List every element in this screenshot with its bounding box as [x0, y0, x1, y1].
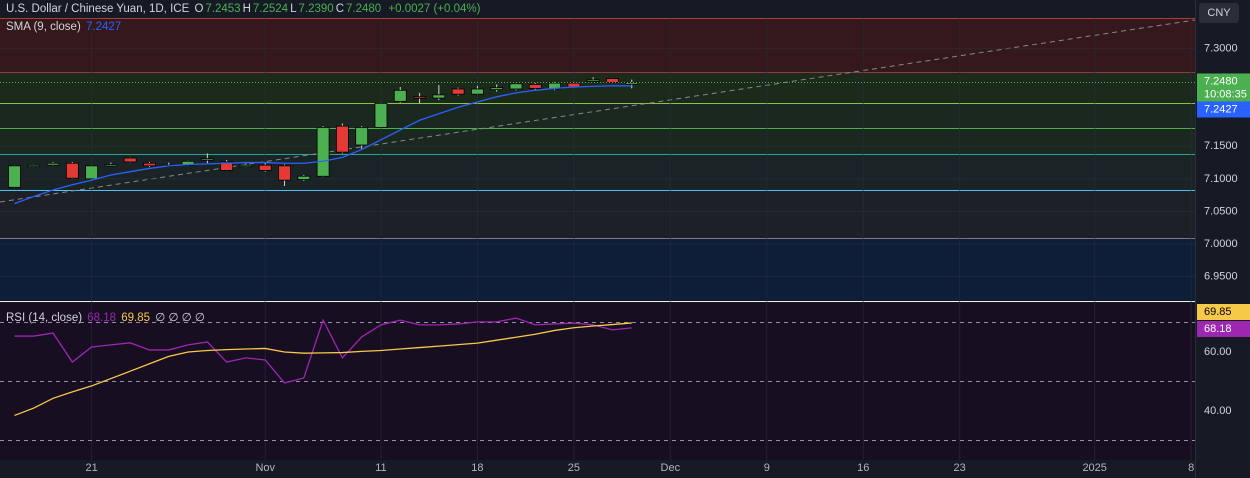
candle-body — [471, 88, 484, 95]
ohlc-key: C — [335, 3, 344, 15]
x-tick-label: 8 — [1188, 462, 1194, 474]
zone — [0, 18, 1195, 72]
change: +0.0027 (+0.04%) — [388, 3, 481, 15]
candle-body — [413, 96, 426, 99]
y-tick-label: 7.0000 — [1204, 238, 1238, 250]
candle-body — [123, 157, 137, 163]
rsi-badge — [1197, 304, 1250, 320]
candle-body — [200, 158, 214, 161]
y-tick-label: 7.0500 — [1204, 205, 1238, 217]
price-badge-label: 7.2480 — [1204, 75, 1238, 87]
candle-body — [606, 78, 619, 83]
rsi-ma-value: 69.85 — [121, 312, 151, 324]
ohlc: O 7.2453 H 7.2524 L 7.2390 C 7.2480 — [194, 3, 383, 15]
candle-body — [490, 87, 504, 91]
x-tick-label: 2025 — [1082, 462, 1106, 474]
x-tick-label: 11 — [375, 462, 386, 474]
zone — [0, 154, 1195, 190]
candle-body — [278, 165, 291, 181]
candle-body — [85, 165, 99, 180]
x-tick-label: 21 — [86, 462, 98, 474]
candle-body — [220, 161, 234, 171]
y-tick-label: 40.00 — [1204, 405, 1232, 417]
rsi-value: 68.18 — [87, 312, 117, 324]
line — [14, 85, 632, 205]
ohlc-key: O — [194, 3, 204, 15]
rsi-name: RSI (14, close) — [6, 312, 83, 324]
candle-body — [316, 127, 330, 177]
sma-legend: SMA (9, close) 7.2427 — [6, 21, 123, 33]
candle-body — [27, 164, 41, 168]
y-tick-label: 7.3000 — [1204, 43, 1238, 55]
zone — [0, 190, 1195, 238]
candle-body — [528, 84, 542, 89]
candle-body — [355, 127, 369, 146]
ohlc-value: 7.2480 — [346, 3, 382, 15]
trend-line — [0, 19, 1196, 203]
x-tick-label: 23 — [954, 462, 966, 474]
countdown: 10:08:35 — [1204, 88, 1247, 100]
price-badge — [1197, 73, 1250, 102]
candle-body — [297, 175, 311, 180]
candle-body — [432, 94, 446, 99]
price-legend: U.S. Dollar / Chinese Yuan, 1D, ICE O 7.2… — [6, 3, 482, 15]
candle-body — [104, 164, 118, 167]
y-tick-label: 7.1000 — [1204, 173, 1238, 185]
sma-badge-label: 7.2427 — [1204, 103, 1238, 115]
ohlc-key: L — [290, 3, 297, 15]
candle-body — [258, 164, 272, 171]
candle-body — [586, 79, 600, 82]
x-tick-label: 9 — [764, 462, 770, 474]
candle-body — [8, 165, 21, 188]
x-tick-label: Nov — [255, 462, 275, 474]
ohlc-key: H — [242, 3, 251, 15]
y-tick-label: 6.9500 — [1204, 270, 1238, 282]
currency-button[interactable] — [1199, 3, 1239, 23]
ohlc-value: 7.2390 — [298, 3, 334, 15]
line — [14, 322, 632, 417]
candle-body — [625, 82, 639, 85]
x-tick-label: Dec — [661, 462, 681, 474]
rsi-extra: ∅ ∅ ∅ ∅ — [155, 312, 205, 324]
zone — [0, 238, 1195, 300]
candle-body — [374, 102, 388, 128]
line — [14, 317, 632, 384]
rsi-legend: RSI (14, close) 68.18 69.85 ∅ ∅ ∅ ∅ — [6, 310, 207, 324]
x-tick-label: 18 — [471, 462, 483, 474]
y-tick-label: 60.00 — [1204, 346, 1232, 358]
candle-body — [46, 162, 60, 166]
candle-body — [143, 162, 156, 167]
sma-name: SMA (9, close) — [6, 21, 81, 33]
y-tick-label: 7.1500 — [1204, 140, 1238, 152]
sma-badge — [1197, 101, 1250, 118]
candle-body — [393, 89, 407, 102]
sma-value: 7.2427 — [85, 21, 122, 33]
candle-body — [335, 125, 349, 153]
candle-body — [65, 162, 79, 179]
ohlc-value: 7.2453 — [205, 3, 241, 15]
currency[interactable]: CNY — [1207, 7, 1231, 19]
plot: 21 Nov 11 18 25 Dec 9 16 23 2025 8 6.9500 7.0000 7.05… — [0, 18, 1250, 474]
rsi-badge-label: 69.85 — [1204, 306, 1232, 318]
candle-body — [509, 83, 523, 90]
symbol: U.S. Dollar / Chinese Yuan, 1D, ICE — [6, 3, 190, 15]
rsi-badge — [1197, 321, 1250, 337]
candle-body — [451, 88, 465, 95]
x-tick-label: 16 — [857, 462, 869, 474]
rsi-badge-label: 68.18 — [1204, 323, 1232, 335]
x-tick-label: 25 — [568, 462, 580, 474]
ohlc-value: 7.2524 — [252, 3, 289, 15]
candle-body — [239, 164, 253, 168]
zone — [0, 72, 1195, 103]
